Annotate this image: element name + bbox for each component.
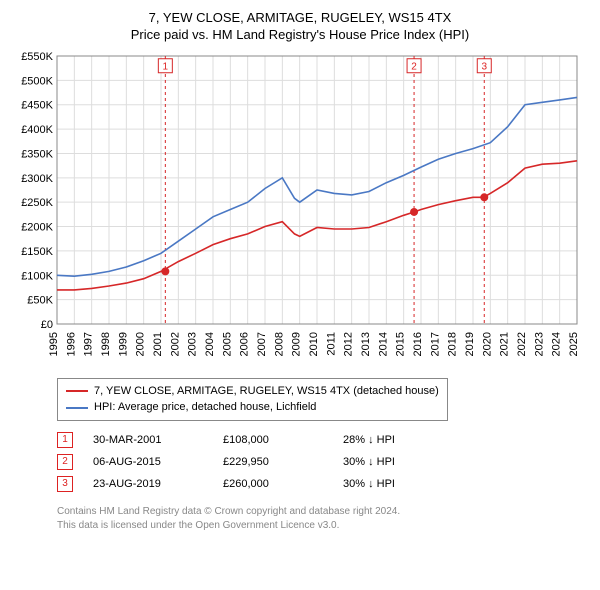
svg-text:£450K: £450K xyxy=(21,100,53,112)
svg-text:£50K: £50K xyxy=(27,295,53,307)
svg-text:2010: 2010 xyxy=(308,332,320,356)
svg-text:2017: 2017 xyxy=(429,332,441,356)
svg-text:£100K: £100K xyxy=(21,270,53,282)
svg-text:2013: 2013 xyxy=(360,332,372,356)
svg-text:£300K: £300K xyxy=(21,173,53,185)
svg-text:2001: 2001 xyxy=(152,332,164,356)
svg-text:2002: 2002 xyxy=(169,332,181,356)
svg-text:2012: 2012 xyxy=(343,332,355,356)
footer-line: Contains HM Land Registry data © Crown c… xyxy=(57,505,585,519)
chart-title: 7, YEW CLOSE, ARMITAGE, RUGELEY, WS15 4T… xyxy=(15,10,585,27)
svg-text:2025: 2025 xyxy=(568,332,580,356)
event-row: 1 30-MAR-2001 £108,000 28% ↓ HPI xyxy=(57,429,585,451)
event-date: 30-MAR-2001 xyxy=(93,429,203,451)
event-badge: 3 xyxy=(57,476,73,492)
svg-text:2019: 2019 xyxy=(464,332,476,356)
event-price: £260,000 xyxy=(223,473,323,495)
svg-text:£400K: £400K xyxy=(21,124,53,136)
legend-item: HPI: Average price, detached house, Lich… xyxy=(66,399,439,416)
event-row: 2 06-AUG-2015 £229,950 30% ↓ HPI xyxy=(57,451,585,473)
svg-text:2015: 2015 xyxy=(395,332,407,356)
chart-container: 7, YEW CLOSE, ARMITAGE, RUGELEY, WS15 4T… xyxy=(0,0,600,543)
svg-text:2: 2 xyxy=(411,62,417,73)
svg-text:2000: 2000 xyxy=(135,332,147,356)
svg-text:2006: 2006 xyxy=(239,332,251,356)
svg-text:£250K: £250K xyxy=(21,197,53,209)
svg-text:£0: £0 xyxy=(41,319,53,331)
svg-text:2005: 2005 xyxy=(221,332,233,356)
svg-text:2018: 2018 xyxy=(447,332,459,356)
event-date: 06-AUG-2015 xyxy=(93,451,203,473)
legend: 7, YEW CLOSE, ARMITAGE, RUGELEY, WS15 4T… xyxy=(57,378,448,421)
svg-text:£550K: £550K xyxy=(21,51,53,63)
svg-text:3: 3 xyxy=(481,62,487,73)
event-date: 23-AUG-2019 xyxy=(93,473,203,495)
event-badge: 1 xyxy=(57,432,73,448)
svg-text:£500K: £500K xyxy=(21,75,53,87)
svg-text:2024: 2024 xyxy=(551,332,563,356)
svg-text:1998: 1998 xyxy=(100,332,112,356)
legend-label: 7, YEW CLOSE, ARMITAGE, RUGELEY, WS15 4T… xyxy=(94,383,439,400)
chart-plot-area: £0 £50K £100K £150K £200K £250K £300K £350K £400… xyxy=(15,50,585,370)
legend-label: HPI: Average price, detached house, Lich… xyxy=(94,399,316,416)
svg-text:2007: 2007 xyxy=(256,332,268,356)
svg-text:2022: 2022 xyxy=(516,332,528,356)
event-diff: 30% ↓ HPI xyxy=(343,473,395,495)
event-diff: 28% ↓ HPI xyxy=(343,429,395,451)
svg-text:2023: 2023 xyxy=(533,332,545,356)
svg-text:2021: 2021 xyxy=(499,332,511,356)
chart-svg: £0 £50K £100K £150K £200K £250K £300K £350K £400… xyxy=(15,50,585,370)
svg-text:2011: 2011 xyxy=(325,332,337,356)
svg-text:2004: 2004 xyxy=(204,332,216,356)
event-price: £229,950 xyxy=(223,451,323,473)
legend-swatch xyxy=(66,407,88,409)
svg-text:2009: 2009 xyxy=(291,332,303,356)
svg-text:1999: 1999 xyxy=(117,332,129,356)
svg-text:2008: 2008 xyxy=(273,332,285,356)
events-table: 1 30-MAR-2001 £108,000 28% ↓ HPI 2 06-AU… xyxy=(57,429,585,495)
svg-text:2020: 2020 xyxy=(481,332,493,356)
footer: Contains HM Land Registry data © Crown c… xyxy=(57,505,585,533)
svg-text:2014: 2014 xyxy=(377,332,389,356)
event-badge: 2 xyxy=(57,454,73,470)
svg-text:£350K: £350K xyxy=(21,148,53,160)
svg-text:2003: 2003 xyxy=(187,332,199,356)
footer-line: This data is licensed under the Open Gov… xyxy=(57,519,585,533)
legend-swatch xyxy=(66,390,88,392)
svg-text:1995: 1995 xyxy=(48,332,60,356)
chart-subtitle: Price paid vs. HM Land Registry's House … xyxy=(15,27,585,42)
legend-item: 7, YEW CLOSE, ARMITAGE, RUGELEY, WS15 4T… xyxy=(66,383,439,400)
event-row: 3 23-AUG-2019 £260,000 30% ↓ HPI xyxy=(57,473,585,495)
svg-text:2016: 2016 xyxy=(412,332,424,356)
svg-text:1996: 1996 xyxy=(65,332,77,356)
svg-text:1: 1 xyxy=(163,62,169,73)
event-price: £108,000 xyxy=(223,429,323,451)
svg-text:£200K: £200K xyxy=(21,221,53,233)
event-diff: 30% ↓ HPI xyxy=(343,451,395,473)
svg-text:£150K: £150K xyxy=(21,246,53,258)
svg-text:1997: 1997 xyxy=(83,332,95,356)
